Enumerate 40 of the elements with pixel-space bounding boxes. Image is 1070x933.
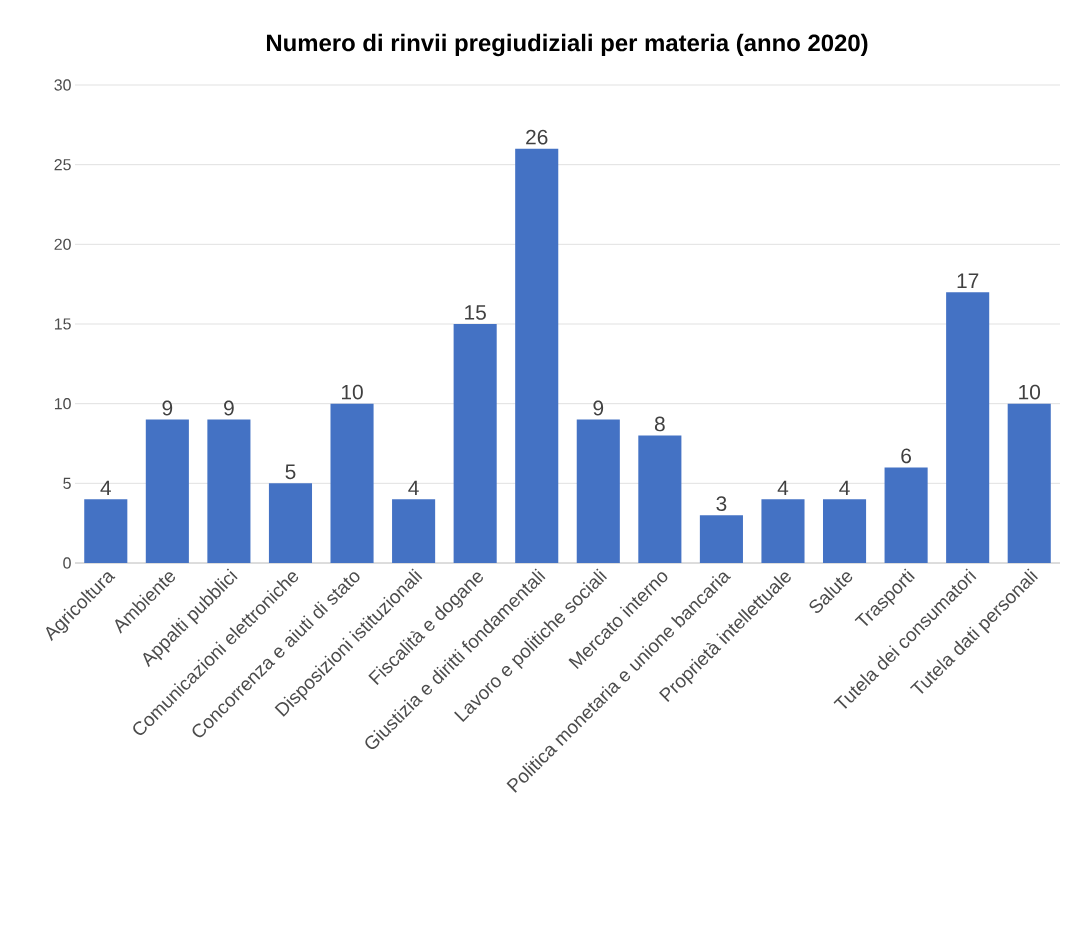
bar [946,292,990,563]
y-tick-label: 25 [54,159,71,171]
bar [822,499,867,563]
bar [84,499,128,563]
chart-title: Numero di rinvii pregiudiziali per materia (anno 2020) [266,33,868,57]
y-tick-label: 15 [54,318,71,330]
data-label: 5 [285,464,296,480]
y-tick-label: 0 [63,557,71,569]
y-tick-label: 10 [54,398,71,410]
bar [515,148,559,563]
data-label: 15 [465,305,486,320]
data-label: 4 [100,480,111,496]
bar [268,483,313,563]
y-tick-label: 30 [54,79,71,91]
data-label: 3 [716,496,727,512]
data-label: 26 [526,129,548,145]
bar [699,515,743,563]
data-label: 4 [839,480,850,496]
data-label: 6 [901,448,911,464]
bar [207,419,251,563]
bar [576,419,620,563]
bar [145,419,189,563]
y-tick-label: 5 [63,477,71,489]
bar [1007,403,1051,563]
data-label: 10 [1019,384,1041,400]
data-label: 10 [341,384,363,400]
bar [638,435,682,563]
y-tick-label: 20 [54,238,71,250]
bar [761,499,805,563]
bar [453,324,497,563]
data-label: 9 [162,400,173,416]
bar [884,467,928,563]
data-label: 8 [654,416,665,432]
bar [392,499,436,563]
bar [330,403,374,563]
data-label: 17 [957,273,979,288]
data-label: 9 [224,400,234,416]
data-label: 4 [408,480,419,496]
data-label: 9 [593,400,604,416]
data-label: 4 [777,480,789,496]
